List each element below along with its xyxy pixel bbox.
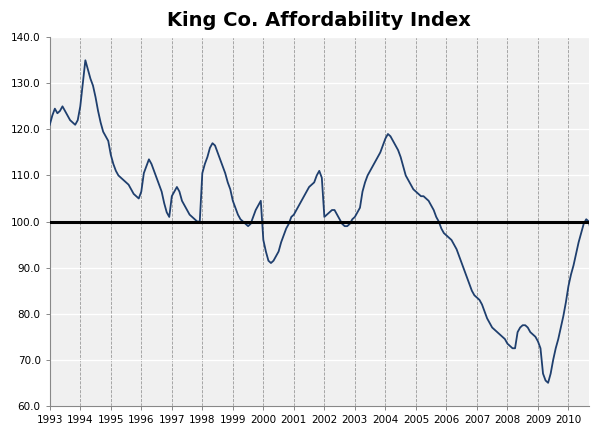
Title: King Co. Affordability Index: King Co. Affordability Index	[167, 11, 471, 30]
